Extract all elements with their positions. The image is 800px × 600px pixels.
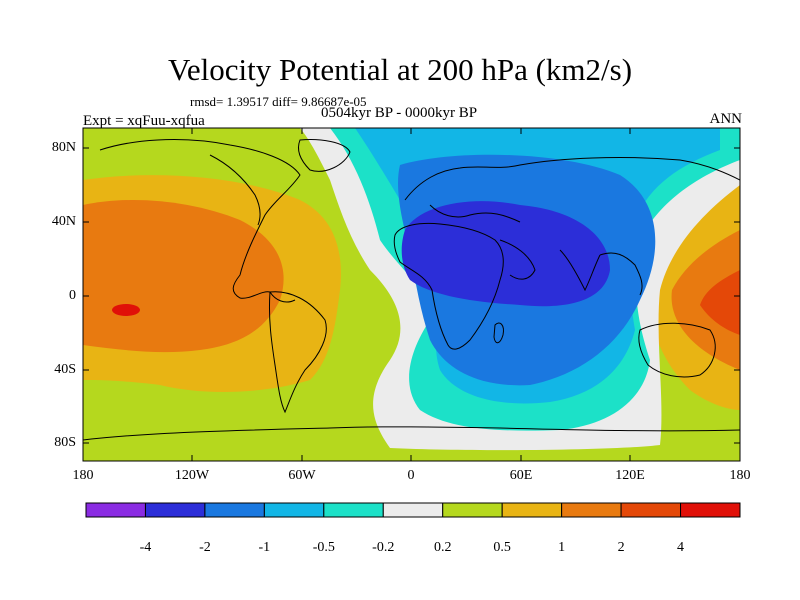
colorbar-box [85,502,146,518]
stats-label: rmsd= 1.39517 diff= 9.86687e-05 [190,94,367,109]
colorbar-box [323,502,384,518]
lon-label-60w: 60W [288,468,316,483]
colorbar-box [263,502,325,518]
colorbar-label: -4 [139,540,152,555]
period-label: 0504kyr BP - 0000kyr BP [321,105,478,121]
lat-label-0: 0 [69,288,76,303]
colorbar-label: -1 [258,540,271,555]
contour-4-fill [112,304,140,316]
colorbar-label: 1 [558,540,566,555]
lon-label-180e: 180 [729,468,751,483]
lon-label-120w: 120W [174,468,210,483]
season-label: ANN [709,111,743,127]
colorbar-box [620,502,682,518]
colorbar-label: -0.5 [312,540,335,555]
lat-label-80n: 80N [51,140,76,155]
contour-neg-2-fill [401,201,610,307]
colorbar-label: -2 [199,540,211,555]
colorbar [85,502,741,518]
colorbar-box [501,502,563,518]
colorbar-label: -0.2 [372,540,395,555]
lon-label-0: 0 [407,468,415,483]
colorbar-label: 0.2 [433,540,452,555]
colorbar-box [204,502,265,518]
contour-field [83,128,740,461]
lat-label-40s: 40S [54,362,76,377]
map-title: Velocity Potential at 200 hPa (km2/s) [167,52,633,87]
lon-label-180w: 180 [72,468,94,483]
colorbar-box [561,502,622,518]
lat-label-80s: 80S [54,435,76,450]
lon-label-120e: 120E [615,468,645,483]
lat-label-40n: 40N [51,214,76,229]
lon-label-60e: 60E [509,468,533,483]
colorbar-label: 4 [677,540,685,555]
colorbar-label: 2 [617,540,625,555]
contour-3-fill-east [700,270,740,335]
colorbar-box [680,502,741,518]
colorbar-box [382,502,444,518]
axis-ticks [82,128,741,461]
colorbar-box [442,502,503,518]
colorbar-box [144,502,206,518]
experiment-label: Expt = xqFuu-xqfua [83,113,205,129]
coastlines [83,139,740,441]
colorbar-label: 0.5 [493,540,511,555]
